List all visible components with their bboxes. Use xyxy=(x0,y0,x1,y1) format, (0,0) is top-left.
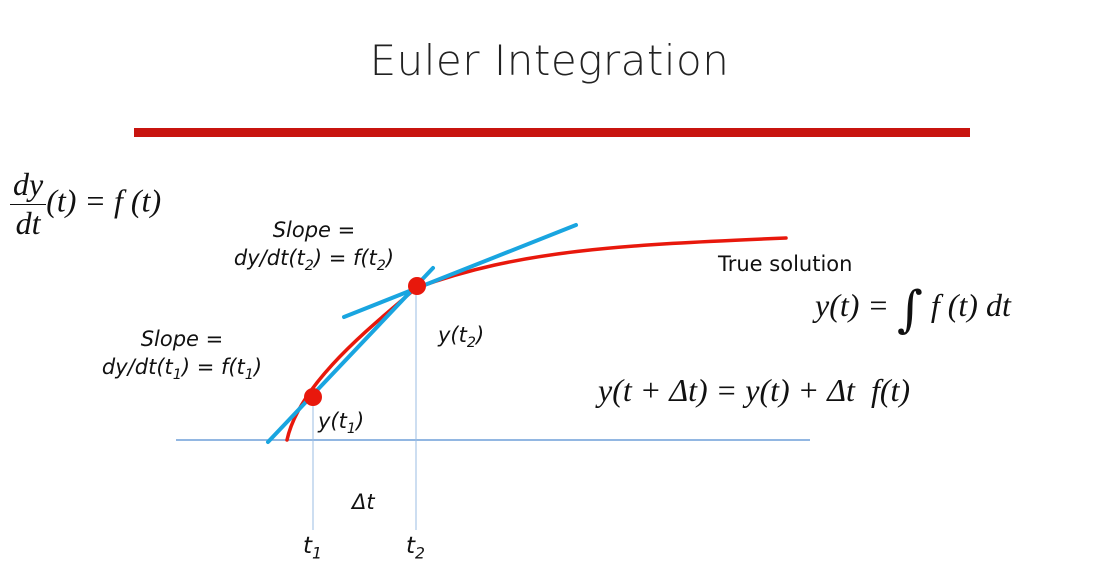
point-y-t2 xyxy=(408,277,426,295)
derivative-denominator: dt xyxy=(15,204,41,241)
slope-label-t2-line2: dy/dt(t2) = f(t2) xyxy=(233,246,395,274)
euler-update-formula: y(t + Δt) = y(t) + Δt f(t) xyxy=(598,372,911,408)
derivative-numerator: dy xyxy=(10,167,47,205)
slope-label-t2: Slope = dy/dt(t2) = f(t2) xyxy=(226,218,402,274)
label-y-t2: y(t2) xyxy=(438,323,485,351)
slide-title: Euler Integration xyxy=(369,36,730,85)
integral-formula: y(t) = ∫ f (t) dt xyxy=(815,280,1011,338)
derivative-fraction: dy dt xyxy=(10,167,47,241)
point-y-t1 xyxy=(304,388,322,406)
tangent-line-t1 xyxy=(266,266,435,444)
label-t2: t2 xyxy=(406,533,425,563)
ode-rhs: (t) = f (t) xyxy=(46,182,162,219)
slope-label-t1: Slope = dy/dt(t1) = f(t1) xyxy=(94,327,270,383)
label-y-t1: y(t1) xyxy=(318,409,365,437)
ode-equation: dy dt (t) = f (t) xyxy=(10,167,162,241)
tangent-line-t2 xyxy=(342,223,578,319)
integral-sign: ∫ xyxy=(897,280,923,338)
title-rule xyxy=(134,128,970,137)
label-t1: t1 xyxy=(303,533,322,563)
label-delta-t: Δt xyxy=(352,490,375,514)
true-solution-label: True solution xyxy=(718,252,853,276)
slope-label-t1-line2: dy/dt(t1) = f(t1) xyxy=(101,355,263,383)
integral-lhs: y(t) = xyxy=(815,287,889,324)
slope-label-t1-line1: Slope = xyxy=(140,327,224,351)
integral-rhs: f (t) dt xyxy=(930,287,1011,324)
slope-label-t2-line1: Slope = xyxy=(272,218,356,242)
